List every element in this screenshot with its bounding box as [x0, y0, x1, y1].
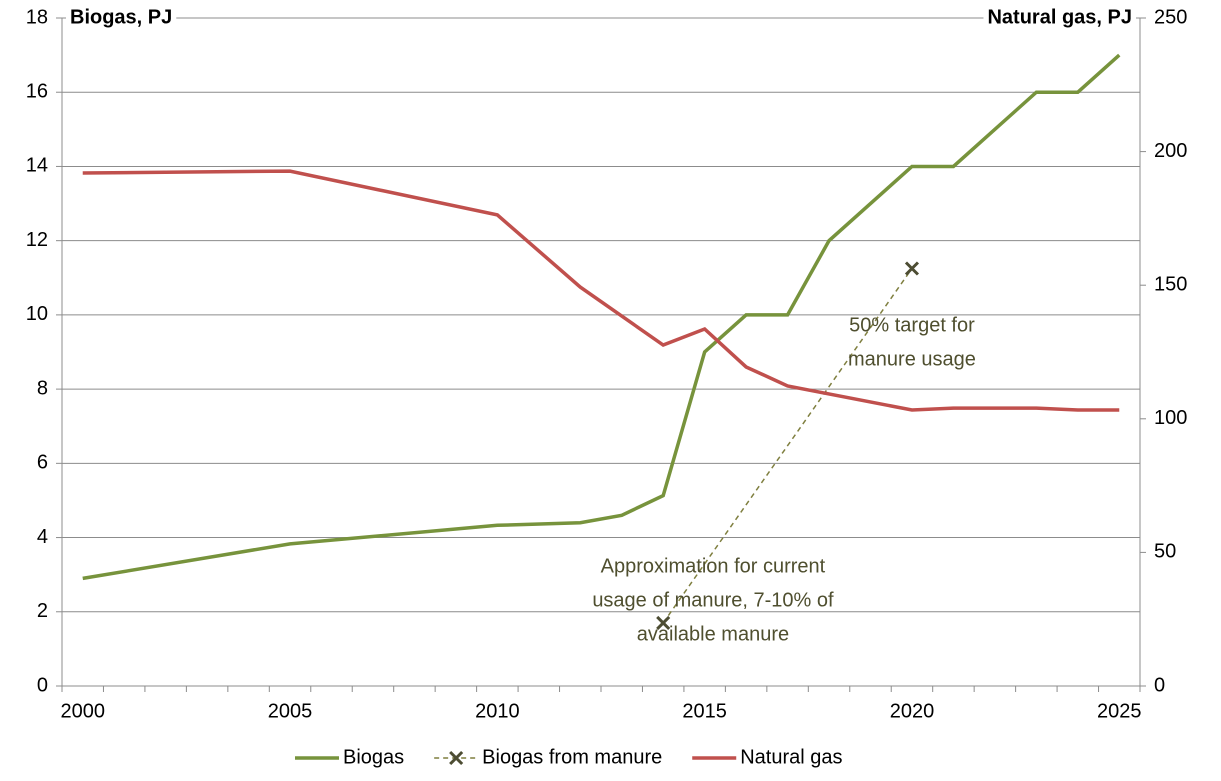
marker [904, 261, 920, 276]
annotation: available manure [637, 624, 789, 646]
annotation: usage of manure, 7-10% of [592, 590, 834, 612]
legend-label: Natural gas [740, 746, 842, 768]
y2-axis-label: Natural gas, PJ [987, 6, 1132, 28]
annotation: 50% target for [849, 314, 975, 336]
y-tick-label: 4 [37, 526, 48, 548]
y2-tick-label: 50 [1154, 541, 1176, 563]
x-tick-label: 2000 [60, 700, 105, 722]
y-tick-label: 8 [37, 377, 48, 399]
x-tick-label: 2015 [682, 700, 727, 722]
x-tick-label: 2005 [268, 700, 313, 722]
y-tick-label: 6 [37, 452, 48, 474]
y-tick-label: 16 [26, 81, 48, 103]
legend-marker [449, 750, 464, 766]
y-tick-label: 12 [26, 229, 48, 251]
legend-label: Biogas from manure [482, 746, 662, 768]
y-tick-label: 0 [37, 674, 48, 696]
x-tick-label: 2010 [475, 700, 520, 722]
y-tick-label: 14 [26, 155, 48, 177]
legend-label: Biogas [343, 746, 404, 768]
series-line [82, 53, 1121, 581]
y-tick-label: 18 [26, 6, 48, 28]
label-background [66, 4, 177, 31]
series-line [662, 268, 913, 624]
annotation: manure usage [848, 348, 976, 370]
x-tick-label: 2025 [1097, 700, 1142, 722]
series-line [82, 169, 1120, 412]
y2-tick-label: 250 [1154, 6, 1187, 28]
y-axis-label: Biogas, PJ [70, 6, 172, 28]
y2-tick-label: 150 [1154, 273, 1187, 295]
x-tick-label: 2020 [890, 700, 935, 722]
annotation: Approximation for current [601, 556, 826, 578]
y2-tick-label: 0 [1154, 674, 1165, 696]
y2-tick-label: 200 [1154, 140, 1187, 162]
y2-tick-label: 100 [1154, 407, 1187, 429]
y-tick-label: 10 [26, 303, 48, 325]
y-tick-label: 2 [37, 600, 48, 622]
label-background [983, 4, 1136, 31]
marker [656, 615, 671, 630]
